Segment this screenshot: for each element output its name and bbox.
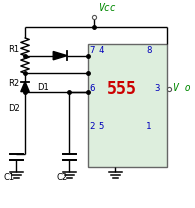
Text: R2: R2 <box>8 79 19 88</box>
Text: 1: 1 <box>146 122 152 131</box>
Text: Vcc: Vcc <box>98 3 116 13</box>
Text: D2: D2 <box>8 104 20 113</box>
Text: D1: D1 <box>37 83 49 92</box>
Text: 555: 555 <box>107 80 137 98</box>
Text: C1: C1 <box>4 173 15 182</box>
Text: 5: 5 <box>98 122 104 131</box>
Text: 3: 3 <box>154 84 159 93</box>
Text: 4: 4 <box>98 46 104 56</box>
Text: 2: 2 <box>89 122 95 131</box>
Text: 8: 8 <box>146 46 152 56</box>
Polygon shape <box>21 82 29 92</box>
Text: V o: V o <box>173 83 191 93</box>
Text: 7: 7 <box>89 46 95 56</box>
Text: R1: R1 <box>8 45 19 54</box>
Text: 6: 6 <box>89 84 95 93</box>
Text: C2: C2 <box>57 173 68 182</box>
Bar <box>88 44 168 167</box>
Polygon shape <box>53 51 67 60</box>
